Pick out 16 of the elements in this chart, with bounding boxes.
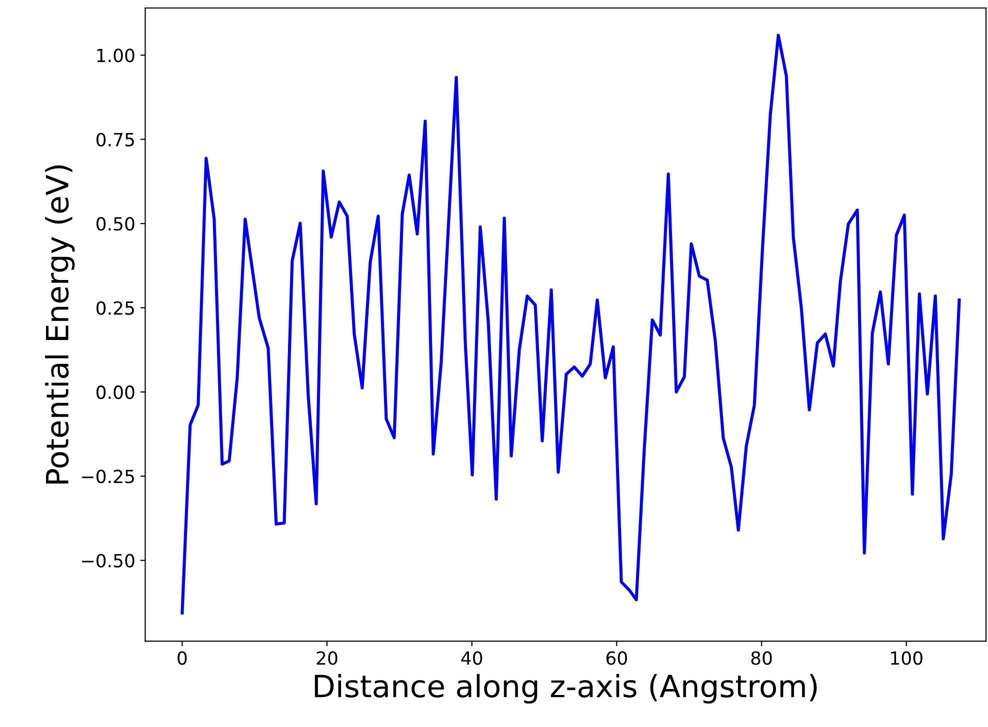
- x-tick-label: 40: [461, 651, 482, 665]
- y-tick-label: 0.50: [96, 217, 134, 231]
- y-tick-label: 0.75: [96, 132, 134, 146]
- y-tick-label: 0.25: [96, 301, 134, 315]
- x-tick-label: 80: [751, 651, 772, 665]
- x-tick-label: 60: [606, 651, 627, 665]
- x-tick-label: 100: [891, 651, 922, 665]
- y-tick-label: −0.50: [82, 554, 134, 568]
- y-tick-label: −0.25: [82, 470, 134, 484]
- line-series: [180, 34, 961, 614]
- y-tick-label: 1.00: [97, 48, 134, 62]
- y-axis-title: Potential Energy (eV): [45, 165, 75, 484]
- x-tick-label: 0: [178, 651, 187, 665]
- x-tick-label: 20: [316, 651, 338, 665]
- y-tick-label: 0.00: [96, 385, 134, 400]
- x-axis-title: Distance along z-axis (Angstrom): [314, 674, 817, 704]
